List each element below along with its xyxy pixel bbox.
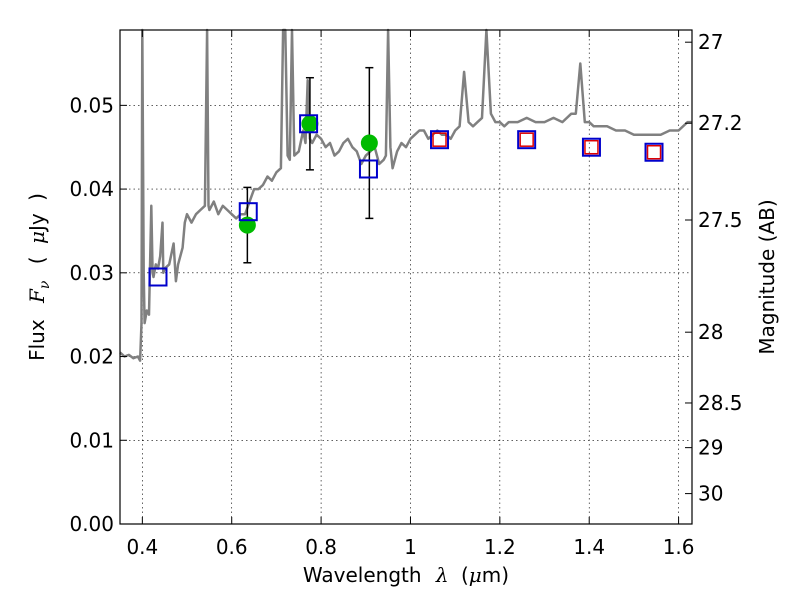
x-tick-label: 0.8 (305, 535, 337, 559)
x-tick-label: 1.4 (573, 535, 605, 559)
right-tick-label: 30 (698, 482, 723, 506)
x-tick-labels: 0.4 0.6 0.8 1 1.2 1.4 1.6 (126, 535, 694, 559)
y-axis-label: Flux Fν ( μJy ) (25, 193, 54, 361)
y-tick-labels: 0.00 0.01 0.02 0.03 0.04 0.05 (69, 93, 114, 536)
x-tick-label: 0.4 (126, 535, 158, 559)
right-axis-label: Magnitude (AB) (755, 199, 779, 354)
right-tick-label: 29 (698, 436, 723, 460)
model-spectrum (119, 28, 692, 362)
observed-point (360, 134, 378, 152)
model-square-blue (358, 159, 378, 179)
x-axis-label: Wavelength λ (μm) (303, 563, 509, 587)
model-square-red (646, 144, 662, 160)
right-tick-label: 28 (698, 320, 723, 344)
x-tick-label: 0.6 (216, 535, 248, 559)
x-tick-label: 1.6 (663, 535, 695, 559)
right-tick-labels: 27 27.2 27.5 28 28.5 29 30 (698, 30, 743, 505)
x-tick-label: 1 (404, 535, 417, 559)
right-tick-label: 28.5 (698, 391, 743, 415)
right-tick-label: 27.5 (698, 208, 743, 232)
model-square-blue (581, 137, 601, 157)
observed-point (301, 115, 319, 133)
model-square-blue (299, 114, 319, 134)
x-tick-label: 1.2 (484, 535, 516, 559)
y-tick-label: 0.01 (69, 428, 114, 452)
right-tick-label: 27 (698, 30, 723, 54)
plot-frame (119, 29, 693, 525)
y-tick-label: 0.04 (69, 177, 114, 201)
model-square-blue (517, 130, 537, 150)
y-tick-label: 0.00 (69, 512, 114, 536)
model-square-red (519, 132, 534, 147)
model-square-blue (238, 202, 258, 222)
y-tick-label: 0.02 (69, 345, 114, 369)
observed-points (238, 115, 378, 234)
model-squares (148, 114, 664, 287)
y-tick-label: 0.03 (69, 261, 114, 285)
y-tick-label: 0.05 (69, 93, 114, 117)
axis-ticks (120, 30, 692, 525)
model-spectrum-line (119, 28, 692, 362)
model-square-red (432, 132, 447, 147)
model-square-blue (430, 130, 450, 150)
model-square-red (584, 139, 599, 155)
model-square-blue (148, 267, 168, 287)
model-square-blue (644, 142, 664, 162)
right-tick-label: 27.2 (698, 111, 743, 135)
